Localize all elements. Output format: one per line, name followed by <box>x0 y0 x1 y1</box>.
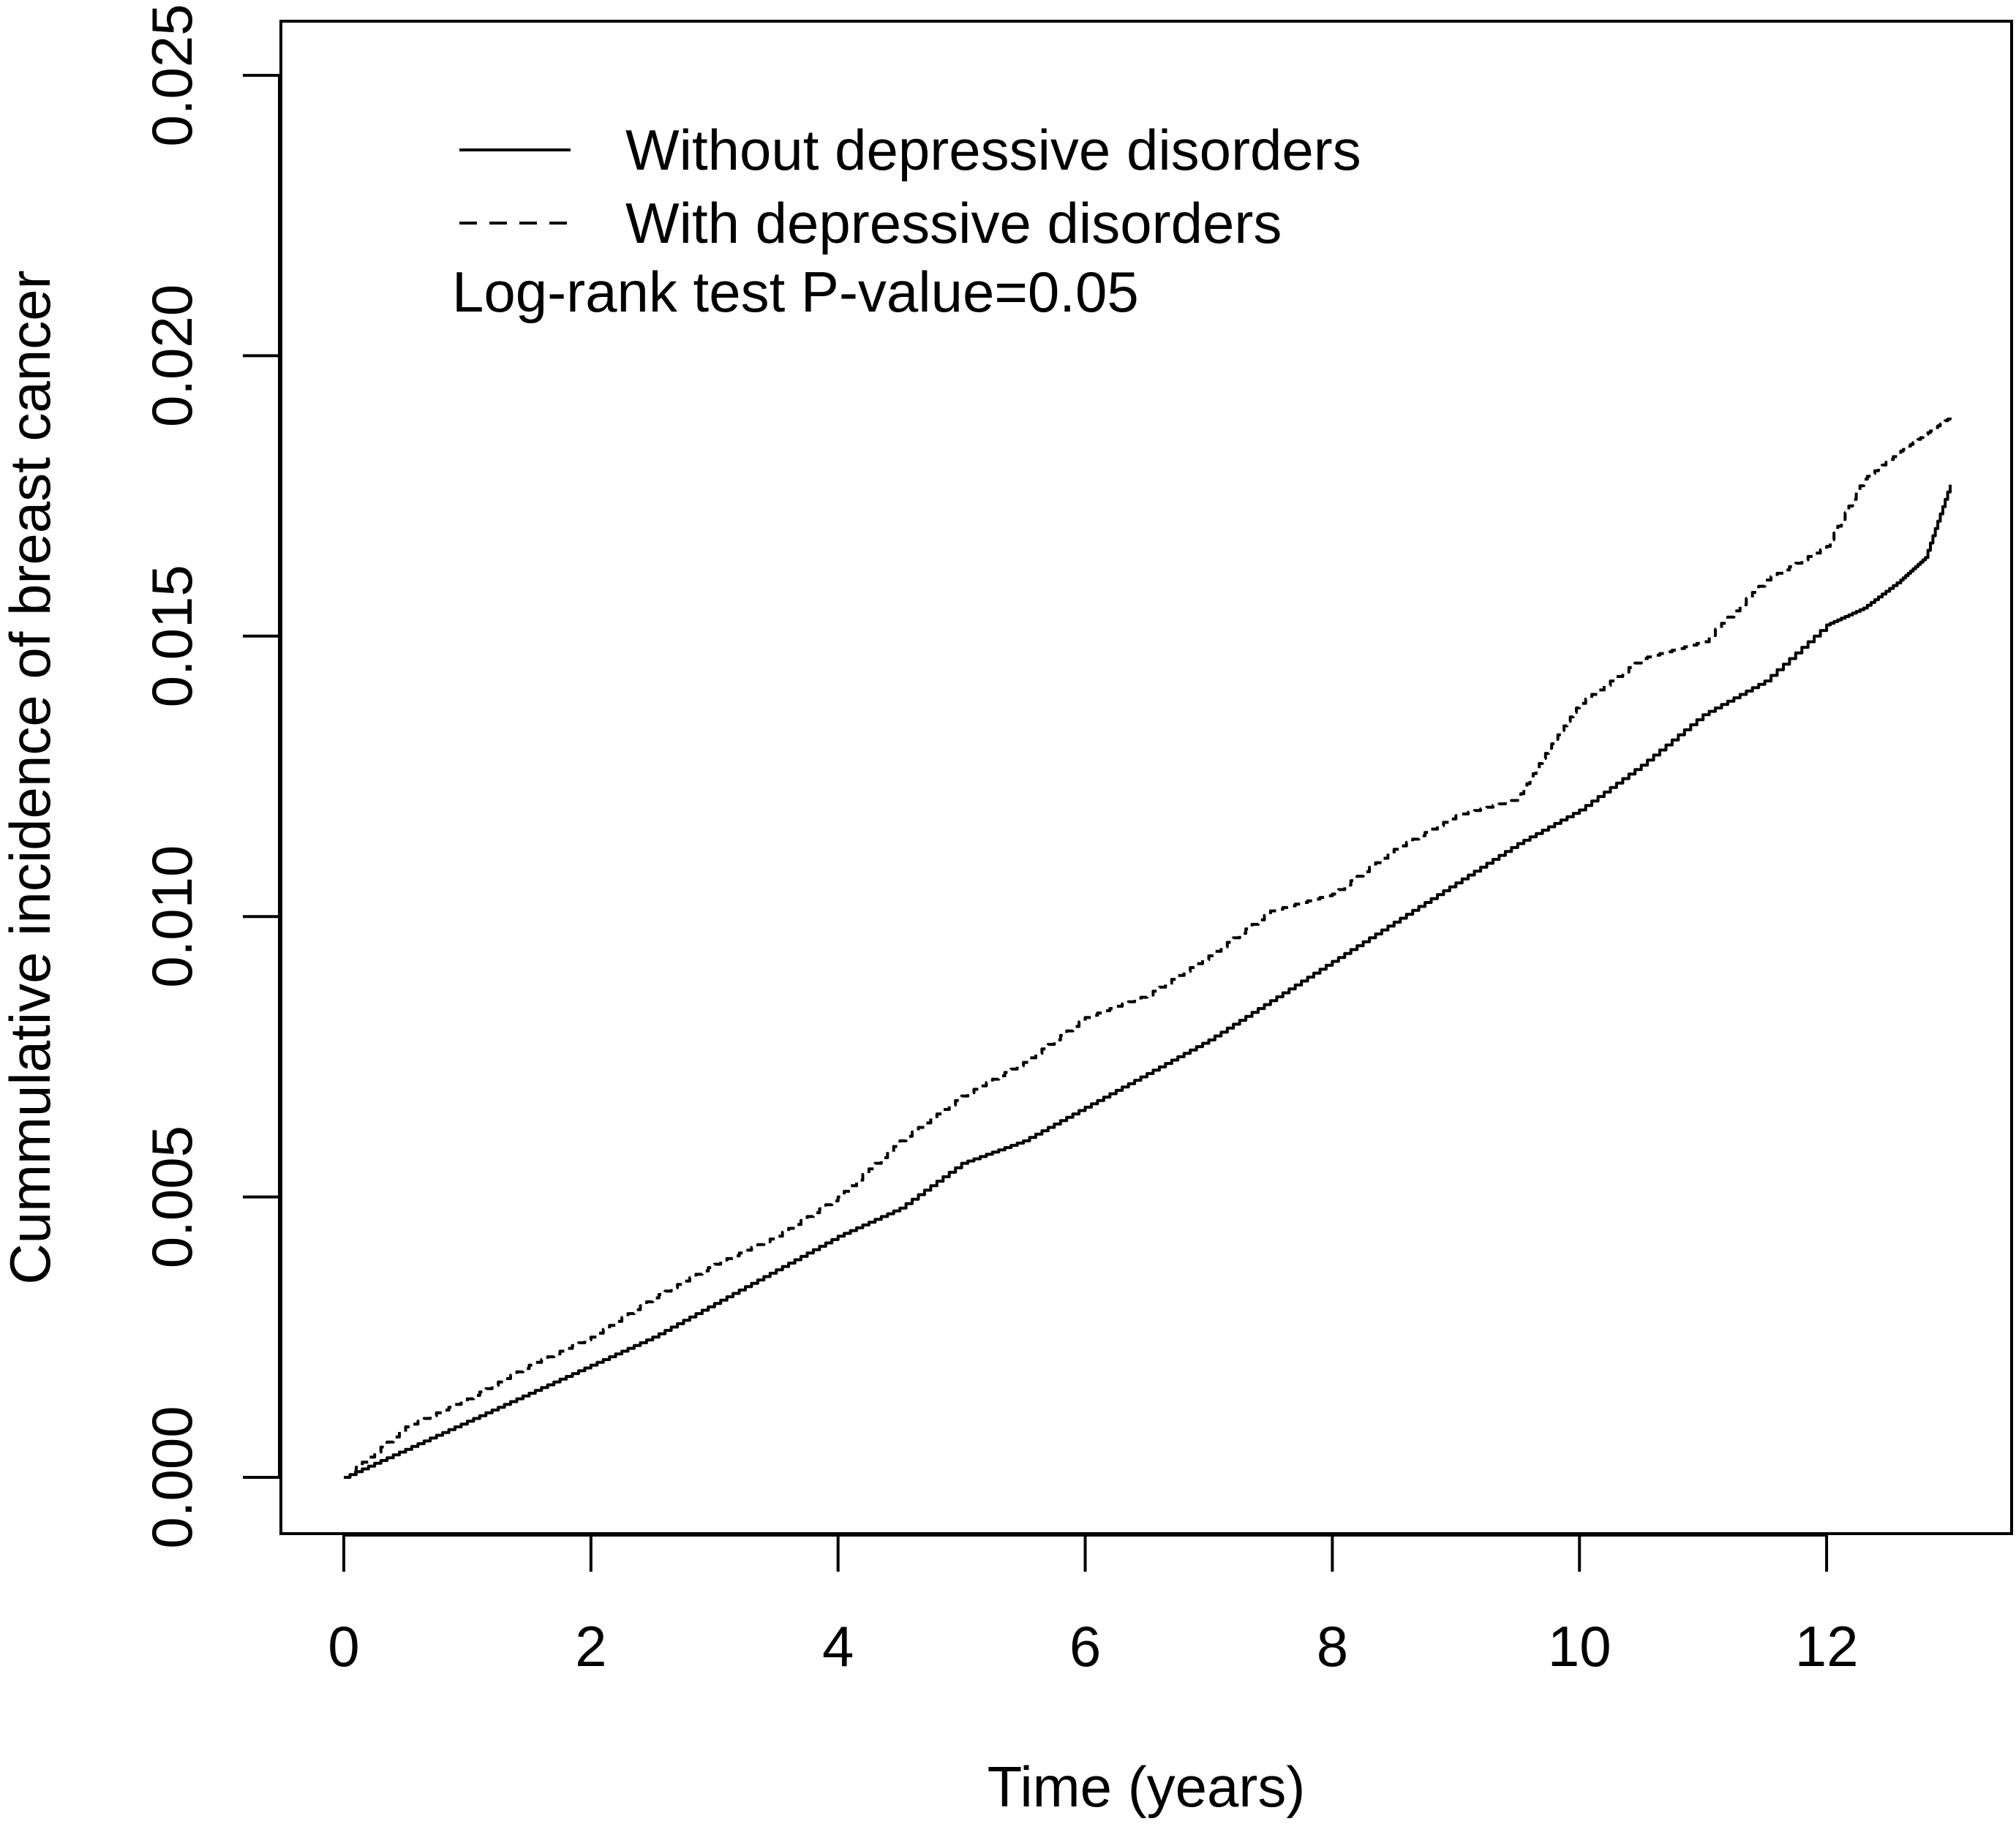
series-layer <box>344 417 1952 1479</box>
y-tick-label: 0.005 <box>140 1126 204 1268</box>
y-tick-label: 0.020 <box>140 284 204 427</box>
series-line-with-depressive-disorders <box>344 417 1952 1479</box>
y-tick-label: 0.025 <box>140 4 204 146</box>
x-tick-label: 6 <box>1069 1614 1101 1678</box>
x-tick-label: 0 <box>328 1614 359 1678</box>
log-rank-annotation: Log-rank test P-value=0.05 <box>452 260 1139 324</box>
legend-label-with-depressive-disorders: With depressive disorders <box>625 191 1282 255</box>
legend: Without depressive disorders With depres… <box>452 118 1361 324</box>
y-tick-label: 0.010 <box>140 845 204 988</box>
y-axis-title: Cummulative incidence of breast cancer <box>0 270 62 1284</box>
x-tick-label: 8 <box>1317 1614 1348 1678</box>
x-tick-label: 10 <box>1548 1614 1611 1678</box>
y-tick-label: 0.000 <box>140 1406 204 1548</box>
x-axis-title: Time (years) <box>988 1755 1306 1819</box>
y-tick-label: 0.015 <box>140 565 204 707</box>
series-line-without-depressive-disorders <box>344 484 1952 1479</box>
legend-label-without-depressive-disorders: Without depressive disorders <box>625 118 1361 182</box>
x-tick-label: 4 <box>822 1614 854 1678</box>
y-axis: 0.000 0.005 0.010 0.015 0.020 0.025 <box>140 4 281 1549</box>
x-tick-label: 2 <box>575 1614 606 1678</box>
x-tick-label: 12 <box>1795 1614 1859 1678</box>
x-axis: 0 2 4 6 8 10 12 <box>328 1534 1858 1678</box>
